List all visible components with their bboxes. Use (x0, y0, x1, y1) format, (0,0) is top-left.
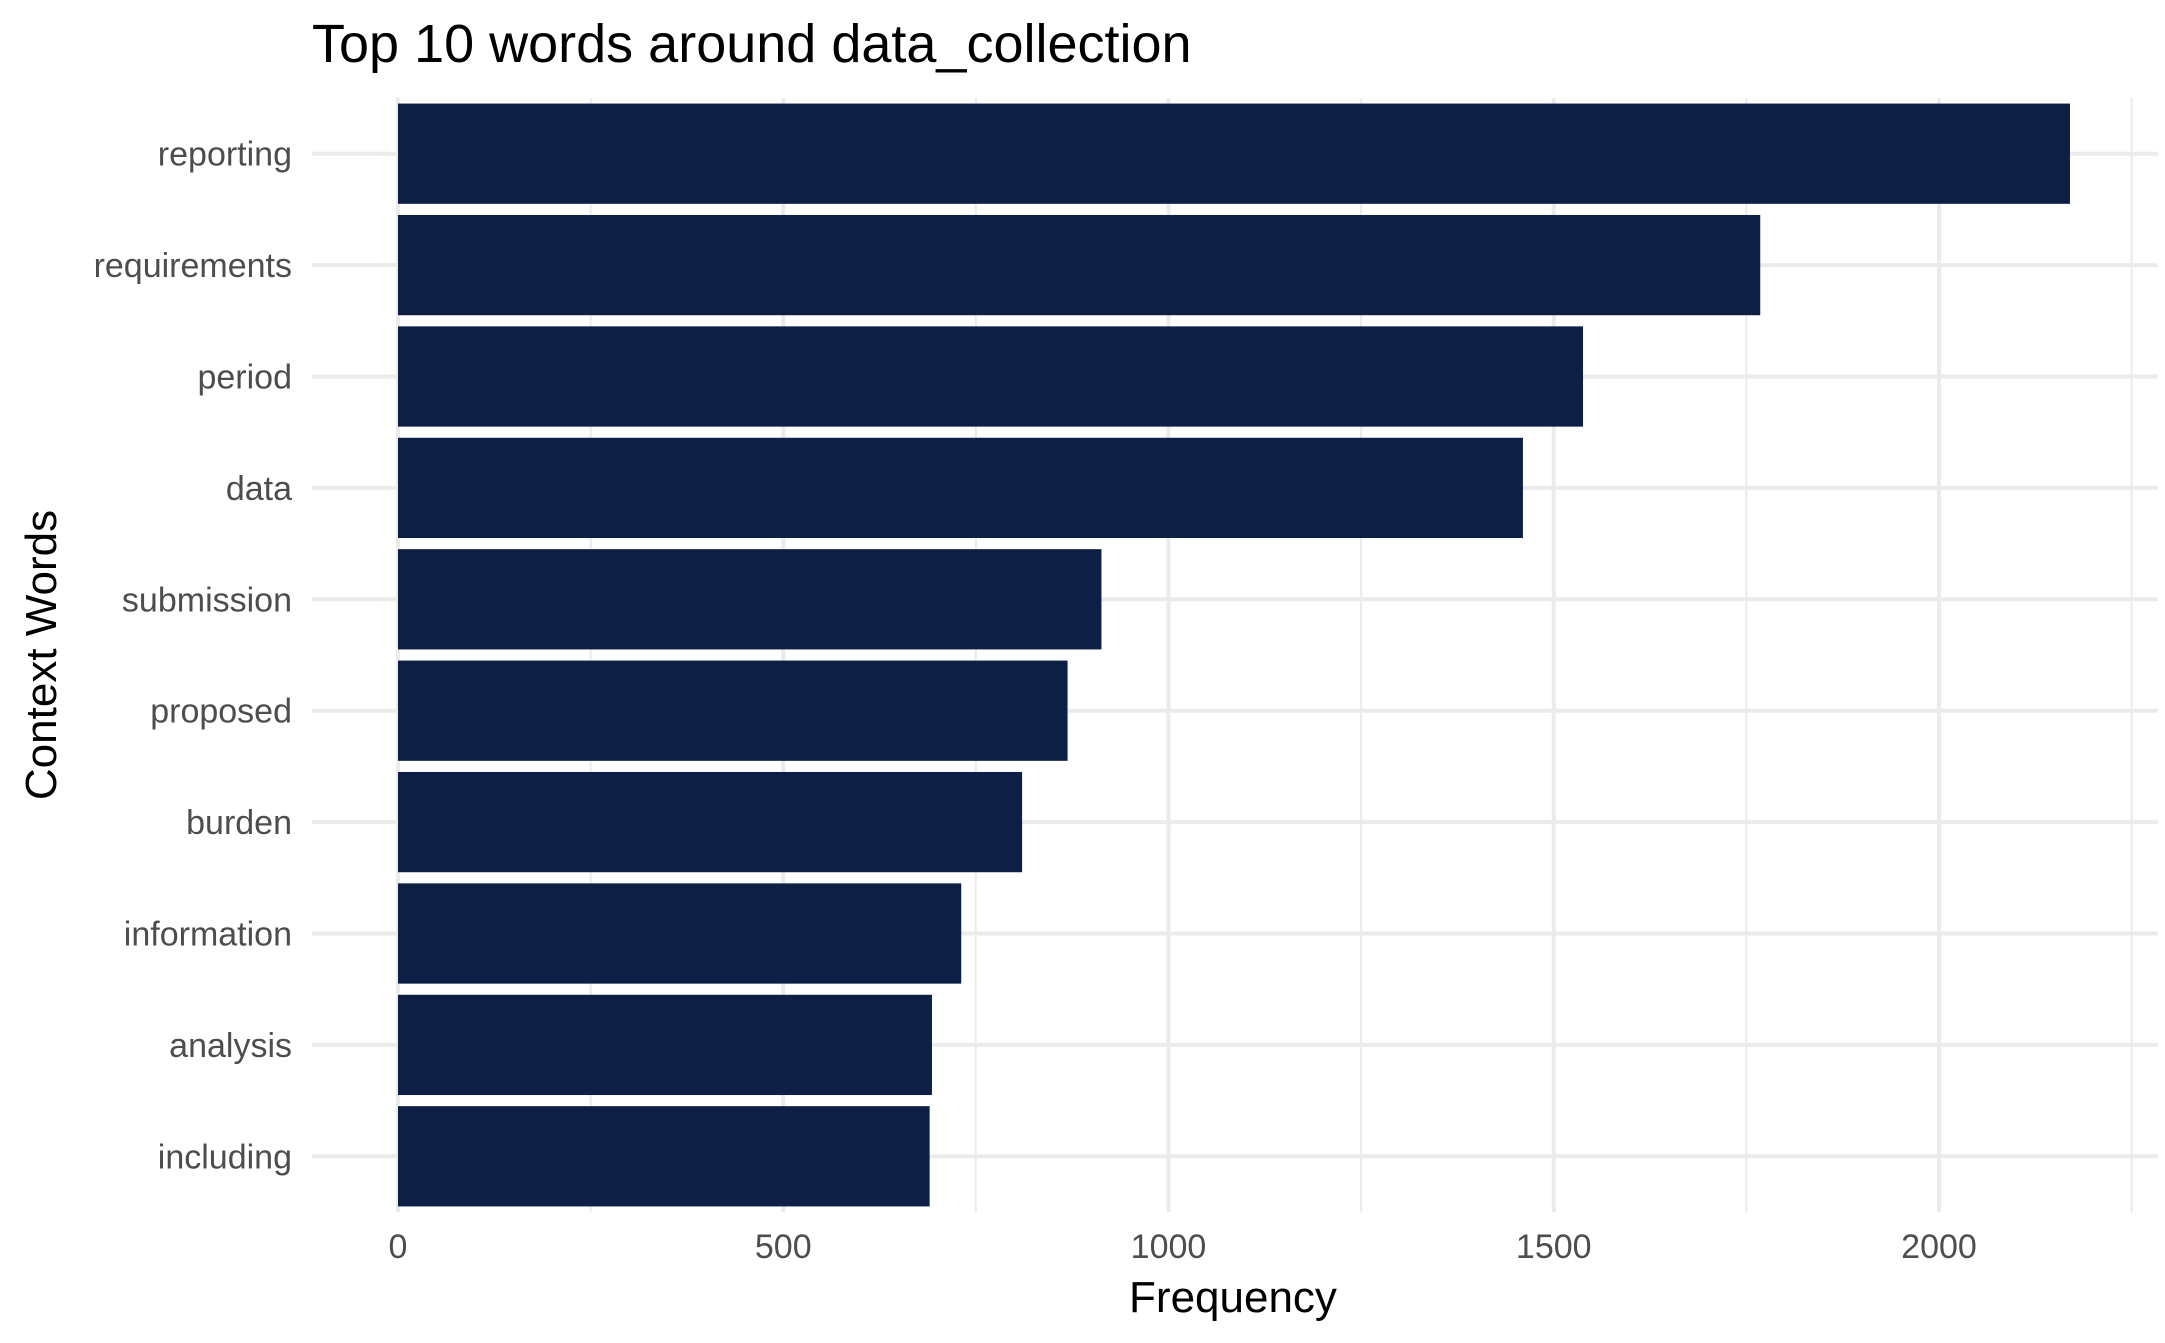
bar-requirements (398, 214, 1761, 316)
x-axis-tick-labels: 0 500 1000 1500 2000 (389, 1228, 1977, 1266)
x-tick-label: 2000 (1901, 1228, 1977, 1266)
bar-period (398, 326, 1584, 427)
y-tick-label: period (197, 359, 292, 397)
y-tick-label: information (124, 916, 292, 954)
y-tick-label: analysis (169, 1027, 292, 1065)
bar-submission (398, 549, 1102, 650)
x-tick-label: 1500 (1516, 1228, 1592, 1266)
y-axis-title: Context Words (17, 510, 66, 800)
bar-proposed (398, 660, 1068, 761)
y-tick-label: data (226, 470, 292, 508)
x-tick-label: 0 (389, 1228, 408, 1266)
y-tick-label: proposed (150, 693, 292, 731)
bar-data (398, 437, 1523, 539)
y-tick-label: requirements (94, 247, 292, 285)
y-tick-label: reporting (158, 136, 292, 174)
bars (398, 103, 2070, 1207)
y-tick-label: burden (186, 804, 292, 842)
bar-including (398, 1106, 930, 1207)
chart-title: Top 10 words around data_collection (312, 14, 1192, 74)
bar-analysis (398, 994, 932, 1096)
x-tick-label: 500 (755, 1228, 812, 1266)
bar-burden (398, 771, 1023, 873)
x-axis-title: Frequency (1129, 1273, 1337, 1322)
x-tick-label: 1000 (1131, 1228, 1207, 1266)
bar-information (398, 883, 962, 984)
y-axis-tick-labels: reporting requirements period data submissio… (94, 136, 292, 1177)
y-tick-label: submission (122, 581, 292, 619)
y-tick-label: including (158, 1138, 292, 1176)
bar-reporting (398, 103, 2070, 204)
